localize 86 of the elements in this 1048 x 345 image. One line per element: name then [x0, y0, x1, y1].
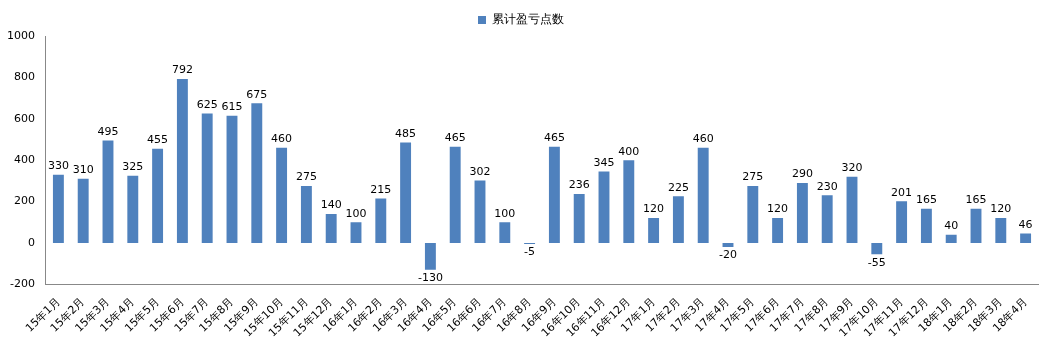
bar	[400, 142, 412, 243]
bar	[52, 174, 64, 243]
data-label: 345	[593, 155, 615, 169]
bar	[102, 140, 114, 243]
data-label: 275	[742, 170, 764, 184]
data-label: 495	[97, 124, 119, 138]
bar	[821, 195, 833, 243]
bar	[127, 175, 139, 243]
bar	[300, 186, 312, 243]
bar	[747, 186, 759, 243]
data-label: 455	[147, 133, 169, 147]
data-label: -55	[867, 255, 886, 269]
bar	[796, 182, 808, 243]
bar	[449, 146, 461, 243]
bar	[176, 79, 188, 243]
y-tick-label: 200	[13, 194, 35, 208]
bar	[226, 115, 238, 243]
bar	[995, 218, 1007, 243]
data-label: 40	[944, 219, 959, 233]
bar	[945, 234, 957, 243]
data-label: 465	[444, 131, 466, 145]
bar	[251, 103, 263, 243]
bar	[424, 242, 436, 270]
data-label: 675	[246, 87, 268, 101]
data-label: 302	[469, 164, 491, 178]
data-label: 460	[271, 132, 293, 146]
bar	[474, 180, 486, 243]
data-label: 100	[494, 206, 516, 220]
bar	[648, 218, 660, 243]
legend-label: 累计盈亏点数	[492, 12, 564, 27]
data-label: 46	[1018, 217, 1033, 231]
data-label: 100	[345, 206, 367, 220]
bar	[970, 208, 982, 243]
bar	[201, 113, 213, 243]
data-label: 225	[667, 180, 689, 194]
data-label: 215	[370, 182, 392, 196]
data-label: 120	[990, 202, 1012, 216]
data-label: 290	[791, 167, 813, 181]
data-label: 275	[295, 170, 317, 184]
y-tick-label: 0	[27, 235, 35, 249]
y-tick-label: -200	[10, 277, 35, 291]
data-label: 201	[891, 185, 913, 199]
bar	[772, 218, 784, 243]
data-label: 165	[965, 193, 987, 207]
data-label: 236	[568, 178, 590, 192]
bar	[325, 213, 337, 243]
bar	[77, 178, 89, 243]
bar	[846, 176, 858, 243]
data-label: 165	[915, 193, 937, 207]
data-label: -5	[524, 245, 536, 259]
bar	[152, 148, 164, 243]
bar	[573, 194, 585, 243]
bar	[623, 160, 635, 243]
y-tick-label: 800	[13, 70, 35, 84]
bar	[375, 198, 387, 243]
bar	[499, 222, 511, 243]
data-label: 485	[395, 126, 417, 140]
data-label: 310	[72, 163, 94, 177]
bar	[598, 171, 610, 243]
bar	[276, 147, 288, 243]
data-label: 615	[221, 100, 243, 114]
bar	[697, 147, 709, 243]
data-label: 792	[171, 63, 193, 77]
bar	[1020, 233, 1032, 243]
data-label: 400	[618, 144, 640, 158]
bar	[871, 242, 883, 255]
data-label: 140	[320, 198, 342, 212]
bar	[350, 222, 362, 243]
data-label: 465	[543, 131, 565, 145]
y-tick-label: 1000	[6, 28, 35, 42]
bar	[896, 201, 908, 243]
data-label: 330	[47, 159, 69, 172]
bar	[548, 146, 560, 243]
data-label: -20	[719, 248, 737, 262]
y-tick-label: 600	[13, 111, 35, 125]
bar	[920, 208, 932, 243]
data-label: 325	[122, 160, 144, 174]
data-label: 230	[816, 179, 838, 193]
data-label: 625	[196, 97, 218, 111]
data-label: -130	[417, 271, 443, 285]
data-label: 460	[692, 132, 714, 146]
data-label: 320	[841, 161, 863, 175]
data-label: 120	[643, 202, 665, 216]
bar	[672, 196, 684, 243]
y-tick-label: 400	[13, 153, 35, 167]
data-label: 120	[767, 202, 789, 216]
